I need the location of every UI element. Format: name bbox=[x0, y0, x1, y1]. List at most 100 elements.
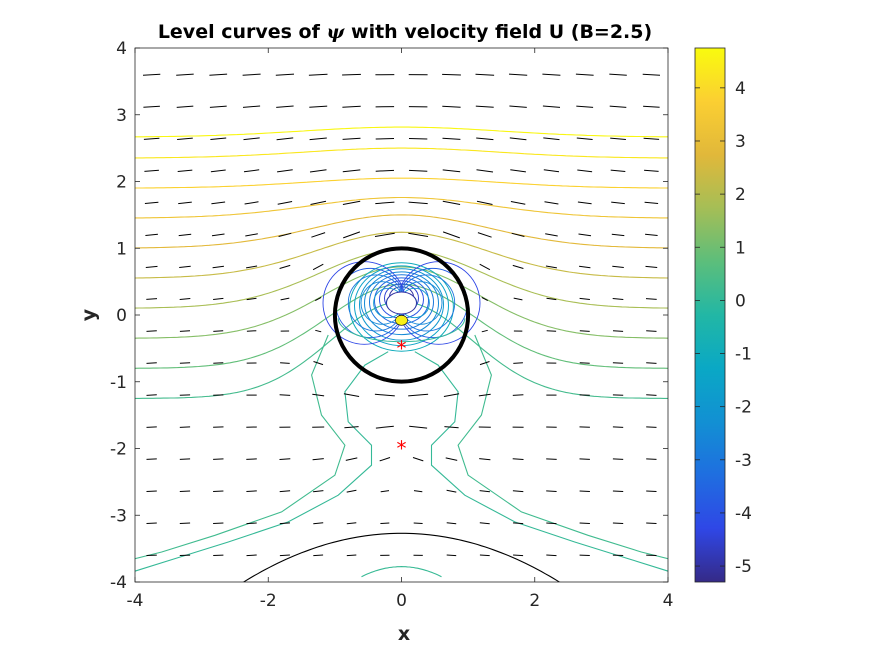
velocity-arrow bbox=[246, 522, 257, 525]
velocity-arrow bbox=[644, 201, 659, 204]
velocity-arrow bbox=[178, 233, 192, 237]
y-tick-label: 2 bbox=[116, 173, 127, 193]
velocity-arrow bbox=[476, 200, 493, 205]
chart-title-prefix: Level curves of bbox=[158, 21, 321, 43]
velocity-arrow bbox=[481, 329, 488, 333]
velocity-arrow bbox=[344, 426, 359, 429]
velocity-arrow bbox=[511, 232, 525, 237]
velocity-arrow bbox=[211, 201, 226, 205]
velocity-arrow bbox=[579, 297, 590, 300]
velocity-arrow bbox=[579, 330, 590, 332]
velocity-arrow bbox=[280, 362, 290, 364]
velocity-arrow bbox=[210, 169, 226, 173]
velocity-arrow bbox=[280, 297, 290, 301]
velocity-arrow bbox=[312, 458, 324, 461]
velocity-arrow bbox=[246, 490, 257, 492]
velocity-arrow bbox=[612, 490, 624, 492]
y-tick-label: -3 bbox=[110, 506, 127, 526]
velocity-arrow bbox=[546, 458, 557, 460]
velocity-arrow bbox=[144, 201, 159, 204]
colorbar-tick-label: 0 bbox=[735, 291, 746, 311]
level-curve bbox=[135, 351, 389, 572]
velocity-arrow bbox=[380, 522, 390, 524]
velocity-arrow bbox=[342, 137, 361, 140]
velocity-arrow bbox=[577, 169, 593, 173]
inner-contour bbox=[349, 262, 454, 352]
velocity-arrow bbox=[210, 137, 227, 140]
velocity-arrow bbox=[343, 393, 360, 397]
velocity-arrow bbox=[475, 105, 494, 108]
velocity-arrow bbox=[375, 201, 395, 205]
velocity-arrow bbox=[379, 457, 391, 462]
velocity-arrow bbox=[279, 458, 291, 460]
positive-core bbox=[395, 315, 408, 326]
zero-contour bbox=[242, 532, 561, 582]
stagnation-marker: * bbox=[397, 437, 407, 461]
velocity-arrow bbox=[146, 362, 157, 364]
velocity-arrow bbox=[413, 522, 423, 524]
velocity-arrow bbox=[612, 298, 624, 300]
velocity-arrow bbox=[313, 490, 324, 493]
x-axis-label: x bbox=[398, 623, 410, 645]
level-curve bbox=[135, 214, 668, 249]
colorbar-tick-label: -5 bbox=[735, 557, 752, 577]
velocity-arrow bbox=[145, 265, 158, 268]
velocity-arrow bbox=[577, 201, 592, 205]
velocity-arrow bbox=[446, 522, 457, 525]
x-tick-label: 0 bbox=[396, 591, 407, 611]
y-tick-label: -4 bbox=[110, 573, 127, 593]
velocity-arrow bbox=[409, 425, 428, 429]
velocity-arrow bbox=[315, 329, 322, 333]
velocity-arrow bbox=[509, 137, 527, 141]
velocity-arrow bbox=[445, 457, 458, 461]
velocity-arrow bbox=[310, 200, 327, 205]
velocity-arrow bbox=[343, 231, 361, 239]
velocity-arrow bbox=[645, 233, 658, 236]
level-curve bbox=[135, 231, 668, 279]
y-tick-label: 4 bbox=[116, 39, 127, 59]
x-tick-label: 4 bbox=[663, 591, 674, 611]
plot-layer: ** bbox=[135, 73, 668, 582]
velocity-arrow bbox=[646, 362, 657, 364]
velocity-arrow bbox=[279, 264, 291, 269]
velocity-arrow bbox=[512, 458, 524, 460]
velocity-arrow bbox=[612, 265, 624, 268]
colorbar-tick-label: 2 bbox=[735, 185, 746, 205]
velocity-arrow bbox=[408, 201, 428, 205]
velocity-arrow bbox=[475, 73, 495, 76]
velocity-arrow bbox=[546, 522, 557, 525]
velocity-arrow bbox=[510, 201, 526, 205]
velocity-arrow bbox=[646, 330, 657, 332]
velocity-arrow bbox=[546, 490, 557, 492]
velocity-arrow bbox=[477, 232, 492, 238]
level-curve bbox=[414, 351, 668, 572]
velocity-arrow bbox=[579, 265, 591, 269]
colorbar-ticks: -5 -4 -3 -2 -1 0 1 2 3 4 bbox=[695, 79, 752, 577]
velocity-arrow bbox=[479, 522, 490, 525]
chart-title: Level curves of ψ with velocity field U … bbox=[158, 21, 652, 43]
velocity-arrow bbox=[542, 73, 561, 76]
level-curve bbox=[135, 177, 668, 189]
level-curve bbox=[361, 566, 442, 578]
velocity-arrow bbox=[408, 169, 428, 172]
velocity-arrow bbox=[213, 458, 224, 460]
velocity-arrow bbox=[442, 231, 460, 239]
velocity-arrow bbox=[508, 73, 528, 76]
level-curve bbox=[135, 196, 668, 219]
velocity-arrow bbox=[213, 490, 224, 492]
velocity-arrow bbox=[346, 522, 357, 525]
velocity-arrow bbox=[542, 105, 561, 108]
stagnation-marker: * bbox=[397, 336, 407, 360]
velocity-arrow bbox=[211, 233, 225, 237]
velocity-arrow bbox=[479, 361, 490, 366]
velocity-arrow bbox=[446, 489, 457, 493]
velocity-arrow bbox=[209, 73, 228, 76]
velocity-arrow bbox=[543, 137, 560, 141]
velocity-arrow bbox=[408, 393, 429, 397]
velocity-arrow bbox=[543, 169, 560, 173]
velocity-arrow bbox=[513, 554, 524, 557]
colorbar-tick-label: 4 bbox=[735, 79, 746, 99]
velocity-arrow bbox=[275, 73, 295, 76]
velocity-arrow bbox=[146, 394, 157, 396]
velocity-arrow bbox=[209, 105, 227, 108]
